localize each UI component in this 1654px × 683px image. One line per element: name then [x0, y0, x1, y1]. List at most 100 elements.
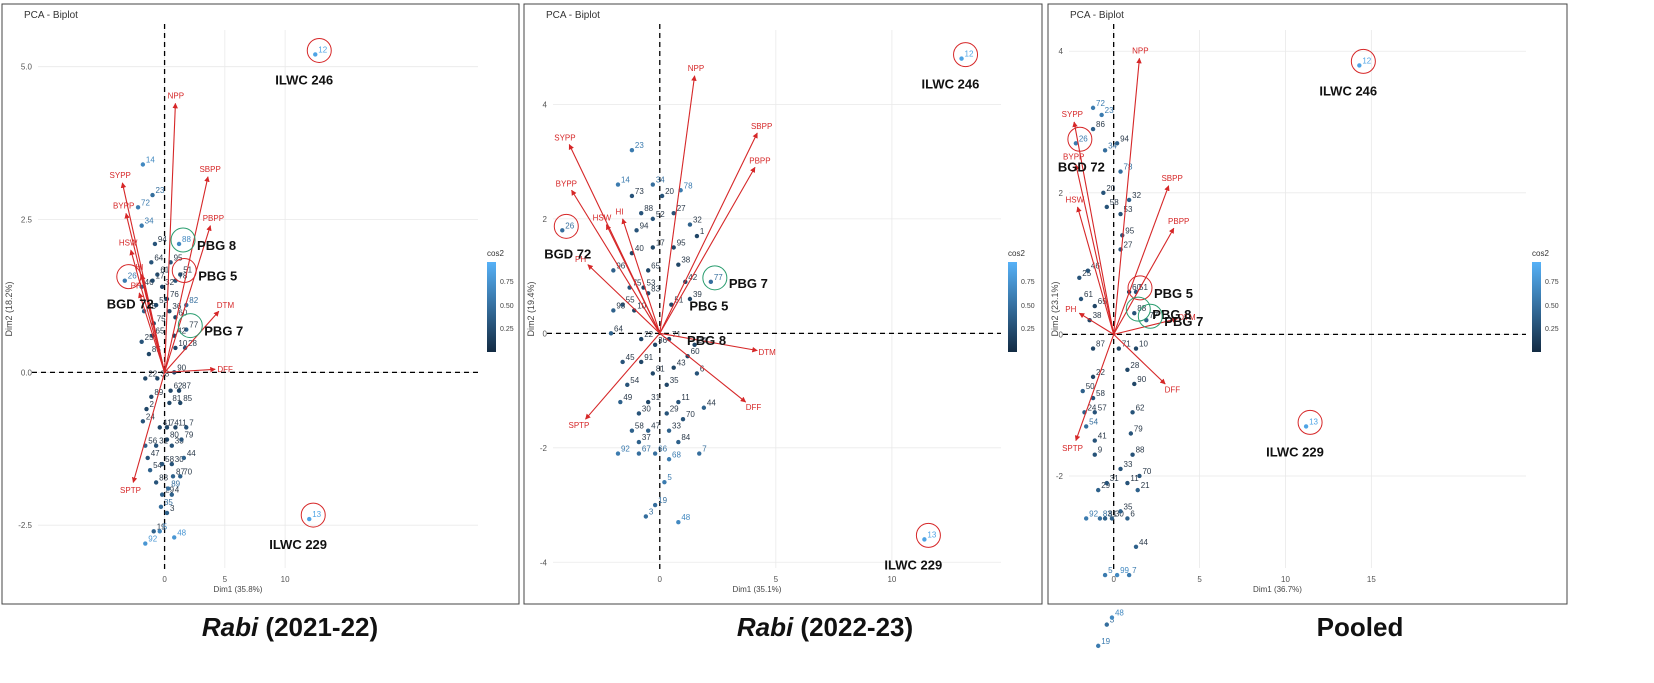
genotype-label: 26 — [565, 221, 574, 230]
genotype-label: 35 — [164, 498, 173, 507]
genotype-label: 5 — [1108, 566, 1113, 575]
genotype-label: 75 — [633, 279, 642, 288]
genotype-point — [1104, 480, 1109, 486]
genotype-point — [1114, 141, 1120, 146]
callout-label: PBG 7 — [729, 276, 768, 291]
genotype-label: 34 — [656, 176, 665, 185]
genotype-label: 28 — [188, 339, 197, 348]
genotype-point — [669, 302, 674, 307]
genotype-point — [149, 260, 154, 265]
callout-circle — [1137, 303, 1163, 329]
x-tick-label: 5 — [223, 575, 228, 584]
genotype-label: 58 — [1096, 389, 1105, 398]
genotype-label: 78 — [1124, 163, 1133, 172]
genotype-point — [140, 162, 146, 167]
genotype-label: 90 — [177, 363, 186, 372]
genotype-point — [150, 278, 155, 283]
genotype-point — [1125, 480, 1130, 486]
genotype-label: 13 — [1309, 417, 1318, 426]
genotype-point — [1132, 310, 1137, 316]
genotype-label: 14 — [621, 176, 630, 185]
legend-tick-label: 0.50 — [500, 303, 514, 310]
genotype-point — [664, 382, 669, 388]
genotype-point — [708, 279, 714, 285]
genotype-point — [164, 425, 170, 430]
genotype-point — [157, 425, 162, 430]
legend-tick-label: 0.50 — [1021, 303, 1035, 310]
callout-circle — [170, 227, 196, 253]
genotype-label: 23 — [156, 186, 165, 195]
y-axis-label: Dim2 (23.1%) — [1050, 281, 1060, 336]
genotype-point — [167, 400, 172, 406]
genotype-label: 42 — [177, 327, 186, 336]
x-axis-label: Dim1 (35.8%) — [214, 585, 263, 594]
genotype-label: 73 — [635, 187, 644, 196]
genotype-point — [172, 535, 177, 540]
genotype-label: 94 — [158, 235, 167, 244]
x-tick-label: 10 — [281, 575, 290, 584]
genotype-point — [1083, 516, 1089, 521]
genotype-point — [645, 399, 651, 405]
y-axis-label: Dim2 (19.4%) — [526, 281, 536, 336]
genotype-label: 88 — [644, 204, 653, 213]
genotype-label: 47 — [651, 422, 660, 431]
legend-colorbar — [1532, 262, 1541, 352]
genotype-point — [650, 245, 656, 250]
genotype-point — [176, 241, 182, 247]
legend-title: cos2 — [487, 249, 504, 258]
genotype-point — [153, 302, 159, 308]
y-tick-label: 0 — [1059, 330, 1064, 339]
genotype-point — [169, 443, 175, 448]
callout-circle — [306, 37, 332, 63]
genotype-point — [664, 411, 669, 416]
genotype-label: 51 — [1139, 283, 1148, 292]
callout-circle — [553, 213, 579, 239]
genotype-point — [1118, 169, 1123, 174]
genotype-label: 43 — [677, 359, 686, 368]
genotype-point — [560, 228, 565, 233]
variable-label: SYPP — [554, 133, 575, 142]
variable-arrow — [129, 249, 166, 373]
variable-arrow — [1074, 334, 1115, 442]
genotype-label: 66 — [658, 445, 667, 454]
genotype-point — [1137, 473, 1142, 479]
genotype-point — [155, 376, 160, 381]
genotype-point — [184, 327, 189, 332]
genotype-label: 29 — [165, 486, 174, 495]
variable-arrow — [164, 176, 210, 373]
variable-label: SYPP — [1062, 110, 1083, 119]
variable-label: BYPP — [113, 202, 134, 211]
variable-arrow — [585, 332, 661, 420]
genotype-point — [159, 492, 165, 497]
variable-arrow — [138, 292, 166, 373]
genotype-label: 33 — [175, 437, 184, 446]
genotype-label: 55 — [626, 296, 635, 305]
genotype-label: 11 — [1130, 474, 1139, 483]
genotype-point — [158, 504, 164, 510]
variable-label: NPP — [688, 64, 704, 73]
variable-label: DTM — [217, 301, 235, 310]
genotype-label: 28 — [1130, 361, 1139, 370]
caption-rabi-2021-22: Rabi (2021-22) — [30, 612, 550, 643]
genotype-label: 3 — [649, 507, 654, 516]
callout-circle — [300, 502, 326, 528]
genotype-point — [181, 455, 187, 461]
variable-label: SBPP — [1161, 174, 1182, 183]
variable-label: SPTP — [569, 421, 590, 430]
genotype-point — [159, 284, 165, 289]
genotype-label: 91 — [644, 353, 653, 362]
genotype-label: 76 — [170, 290, 179, 299]
genotype-point — [155, 272, 160, 277]
genotype-label: 51 — [183, 266, 192, 275]
variable-arrow — [1078, 312, 1114, 335]
variable-label: PH — [1065, 305, 1076, 314]
genotype-label: 77 — [714, 273, 723, 282]
genotype-label: 79 — [1134, 425, 1143, 434]
panel-frame — [1, 3, 520, 605]
genotype-label: 36 — [658, 336, 667, 345]
variable-arrow — [1072, 121, 1115, 335]
genotype-label: 87 — [176, 467, 185, 476]
callout-circle — [1127, 275, 1153, 301]
genotype-label: 45 — [626, 353, 635, 362]
